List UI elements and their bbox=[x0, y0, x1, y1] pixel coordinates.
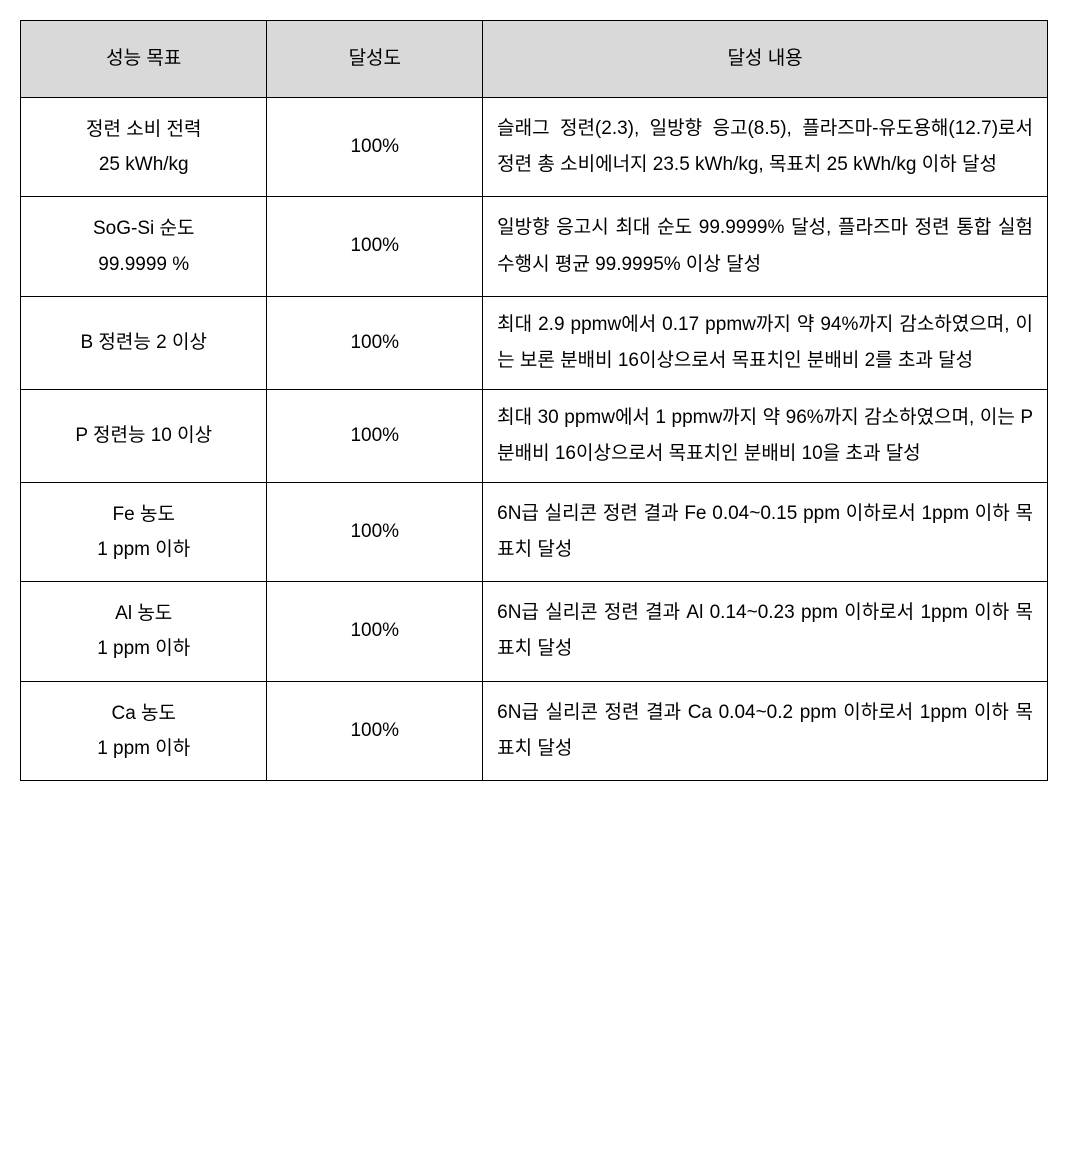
achievement-cell: 100% bbox=[267, 681, 483, 780]
table-row: Fe 농도1 ppm 이하100% 6N급 실리콘 정련 결과 Fe 0.04~… bbox=[21, 483, 1048, 582]
target-cell: P 정련능 10 이상 bbox=[21, 389, 267, 482]
target-line1: Fe 농도 bbox=[33, 497, 254, 532]
header-target: 성능 목표 bbox=[21, 21, 267, 98]
target-line1: 정련 소비 전력 bbox=[33, 112, 254, 147]
table-row: Al 농도1 ppm 이하100% 6N급 실리콘 정련 결과 Al 0.14~… bbox=[21, 582, 1048, 681]
target-cell: Fe 농도1 ppm 이하 bbox=[21, 483, 267, 582]
target-cell: SoG-Si 순도99.9999 % bbox=[21, 197, 267, 296]
performance-achievement-table: 성능 목표 달성도 달성 내용 정련 소비 전력25 kWh/kg100%슬래그… bbox=[20, 20, 1048, 781]
table-row: 정련 소비 전력25 kWh/kg100%슬래그 정련(2.3), 일방향 응고… bbox=[21, 98, 1048, 197]
target-line1: SoG-Si 순도 bbox=[33, 211, 254, 246]
header-content: 달성 내용 bbox=[483, 21, 1048, 98]
header-achievement: 달성도 bbox=[267, 21, 483, 98]
target-line2: 25 kWh/kg bbox=[33, 147, 254, 182]
content-cell: 6N급 실리콘 정련 결과 Al 0.14~0.23 ppm 이하로서 1ppm… bbox=[483, 582, 1048, 681]
target-cell: 정련 소비 전력25 kWh/kg bbox=[21, 98, 267, 197]
table-row: B 정련능 2 이상100%최대 2.9 ppmw에서 0.17 ppmw까지 … bbox=[21, 296, 1048, 389]
content-cell: 최대 2.9 ppmw에서 0.17 ppmw까지 약 94%까지 감소하였으며… bbox=[483, 296, 1048, 389]
content-cell: 슬래그 정련(2.3), 일방향 응고(8.5), 플라즈마-유도용해(12.7… bbox=[483, 98, 1048, 197]
achievement-cell: 100% bbox=[267, 582, 483, 681]
achievement-cell: 100% bbox=[267, 389, 483, 482]
table-row: P 정련능 10 이상100%최대 30 ppmw에서 1 ppmw까지 약 9… bbox=[21, 389, 1048, 482]
table-header-row: 성능 목표 달성도 달성 내용 bbox=[21, 21, 1048, 98]
table-body: 정련 소비 전력25 kWh/kg100%슬래그 정련(2.3), 일방향 응고… bbox=[21, 98, 1048, 781]
content-cell: 일방향 응고시 최대 순도 99.9999% 달성, 플라즈마 정련 통합 실험… bbox=[483, 197, 1048, 296]
target-line1: Al 농도 bbox=[33, 596, 254, 631]
target-cell: B 정련능 2 이상 bbox=[21, 296, 267, 389]
achievement-cell: 100% bbox=[267, 197, 483, 296]
content-cell: 6N급 실리콘 정련 결과 Fe 0.04~0.15 ppm 이하로서 1ppm… bbox=[483, 483, 1048, 582]
target-line2: 1 ppm 이하 bbox=[33, 631, 254, 666]
target-cell: Ca 농도1 ppm 이하 bbox=[21, 681, 267, 780]
table-row: Ca 농도1 ppm 이하100% 6N급 실리콘 정련 결과 Ca 0.04~… bbox=[21, 681, 1048, 780]
target-line2: 99.9999 % bbox=[33, 247, 254, 282]
achievement-cell: 100% bbox=[267, 483, 483, 582]
content-cell: 6N급 실리콘 정련 결과 Ca 0.04~0.2 ppm 이하로서 1ppm … bbox=[483, 681, 1048, 780]
target-line2: 1 ppm 이하 bbox=[33, 731, 254, 766]
content-cell: 최대 30 ppmw에서 1 ppmw까지 약 96%까지 감소하였으며, 이는… bbox=[483, 389, 1048, 482]
table-row: SoG-Si 순도99.9999 %100%일방향 응고시 최대 순도 99.9… bbox=[21, 197, 1048, 296]
achievement-cell: 100% bbox=[267, 296, 483, 389]
target-cell: Al 농도1 ppm 이하 bbox=[21, 582, 267, 681]
target-line2: 1 ppm 이하 bbox=[33, 532, 254, 567]
target-line1: Ca 농도 bbox=[33, 696, 254, 731]
achievement-cell: 100% bbox=[267, 98, 483, 197]
